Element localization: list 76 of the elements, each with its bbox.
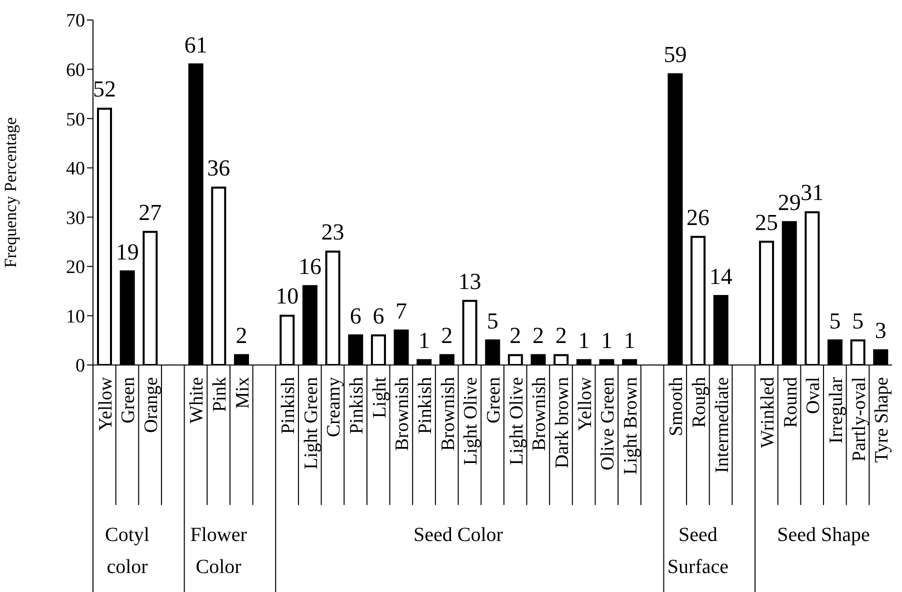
data-label: 6 (372, 303, 384, 328)
x-tick-label: Yellow (95, 376, 116, 432)
data-label: 7 (396, 298, 408, 324)
x-tick-label: Light Olive (460, 377, 482, 466)
text: Seed Color (414, 524, 504, 546)
x-tick-label: Intermediate (712, 377, 733, 474)
data-label: 2 (441, 323, 453, 348)
data-label: 16 (298, 254, 322, 280)
data-label: 14 (709, 264, 733, 289)
x-tick-label: Dark brown (552, 376, 573, 468)
data-label: 5 (829, 308, 841, 334)
data-label: 2 (555, 323, 567, 348)
data-label: 2 (510, 323, 522, 348)
data-label: 23 (321, 220, 344, 245)
data-label: 2 (532, 323, 544, 348)
data-label: 2 (236, 323, 248, 348)
data-label: 27 (138, 200, 162, 225)
data-label: 52 (93, 76, 116, 102)
x-tick-label: Tyre Shape (872, 377, 893, 463)
x-tick-label: Light Green (300, 376, 322, 470)
y-axis-title: Frequency Percentage (1, 117, 20, 268)
x-tick-label: Partly-oval (848, 377, 870, 462)
text: Seed Surface (667, 524, 729, 578)
x-tick-label: Wrinkled (757, 376, 778, 448)
x-tick-label: Pink (210, 376, 231, 412)
y-tick-label: 30 (66, 208, 85, 229)
x-tick-label: Pinkish (278, 376, 300, 434)
x-tick-label: Light Olive (506, 377, 528, 466)
y-tick-label: 70 (66, 10, 85, 32)
x-tick-label: Orange (141, 377, 162, 433)
y-tick-label: 60 (66, 60, 85, 82)
data-label: 29 (778, 190, 801, 216)
data-label: 26 (686, 204, 710, 230)
x-tick-label: Light Brown (620, 376, 642, 475)
x-tick-label: Pinkish (415, 376, 436, 434)
text: Flower Color (190, 524, 248, 578)
data-label: 31 (800, 180, 824, 206)
x-tick-label: Round (780, 376, 802, 428)
data-label: 59 (664, 42, 687, 68)
x-tick-label: Brownish (392, 376, 414, 451)
x-tick-label: Oval (803, 377, 824, 414)
data-label: 1 (624, 328, 636, 354)
x-tick-label: Creamy (324, 376, 345, 438)
data-label: 13 (458, 268, 482, 294)
y-tick-label: 0 (76, 356, 85, 377)
data-label: 1 (418, 328, 430, 354)
x-tick-label: Yellow (574, 376, 596, 432)
y-tick-label: 20 (66, 257, 85, 278)
data-label: 3 (874, 318, 886, 344)
x-tick-label: Olive Green (598, 376, 619, 470)
y-tick-label: 10 (66, 306, 85, 328)
x-tick-label: White (186, 377, 208, 424)
x-tick-label: Pinkish (346, 376, 368, 434)
text: Cotyl color (105, 524, 150, 578)
y-tick-label: 50 (66, 109, 85, 130)
y-tick-label: 40 (66, 158, 85, 180)
data-label: 6 (350, 303, 362, 328)
x-tick-label: Rough (688, 376, 710, 428)
x-tick-label: Irregular (826, 376, 847, 444)
x-tick-label: Green (118, 376, 140, 424)
data-label: 36 (207, 156, 230, 181)
text: Seed Shape (777, 524, 870, 546)
data-label: 61 (184, 32, 208, 58)
x-tick-label: Green (484, 376, 504, 424)
data-label: 1 (578, 328, 590, 354)
x-tick-label: Light (369, 376, 390, 418)
data-label: 25 (755, 210, 778, 235)
data-label: 5 (486, 308, 498, 334)
x-tick-label: Brownish (438, 376, 459, 451)
data-label: 10 (276, 284, 299, 309)
data-label: 5 (852, 308, 864, 334)
data-label: 1 (600, 328, 612, 354)
x-tick-label: Smooth (666, 376, 688, 436)
data-label: 19 (116, 239, 139, 264)
x-tick-label: Brownish (529, 376, 550, 451)
x-tick-label: Mix (232, 376, 254, 409)
